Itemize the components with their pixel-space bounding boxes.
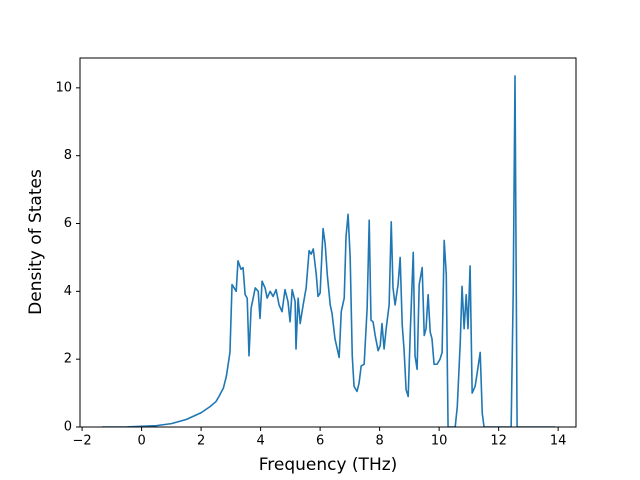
x-tick-label: 10: [431, 434, 448, 449]
x-tick-label: 2: [197, 434, 205, 449]
y-tick-label: 6: [64, 216, 72, 231]
y-tick-label: 10: [55, 80, 72, 95]
x-tick-label: 4: [256, 434, 264, 449]
x-axis-label: Frequency (THz): [259, 455, 398, 475]
y-tick-label: 0: [64, 420, 72, 435]
x-tick-label: −2: [72, 434, 91, 449]
x-tick-label: 8: [375, 434, 383, 449]
y-tick-label: 4: [64, 284, 72, 299]
data-line: [102, 75, 556, 427]
x-tick-label: 14: [550, 434, 567, 449]
x-tick-label: 6: [316, 434, 324, 449]
x-tick-label: 0: [137, 434, 145, 449]
y-axis-label: Density of States: [26, 169, 46, 315]
plot-frame: [79, 57, 577, 428]
x-tick-label: 12: [490, 434, 507, 449]
y-tick-label: 2: [64, 352, 72, 367]
y-tick-label: 8: [64, 148, 72, 163]
